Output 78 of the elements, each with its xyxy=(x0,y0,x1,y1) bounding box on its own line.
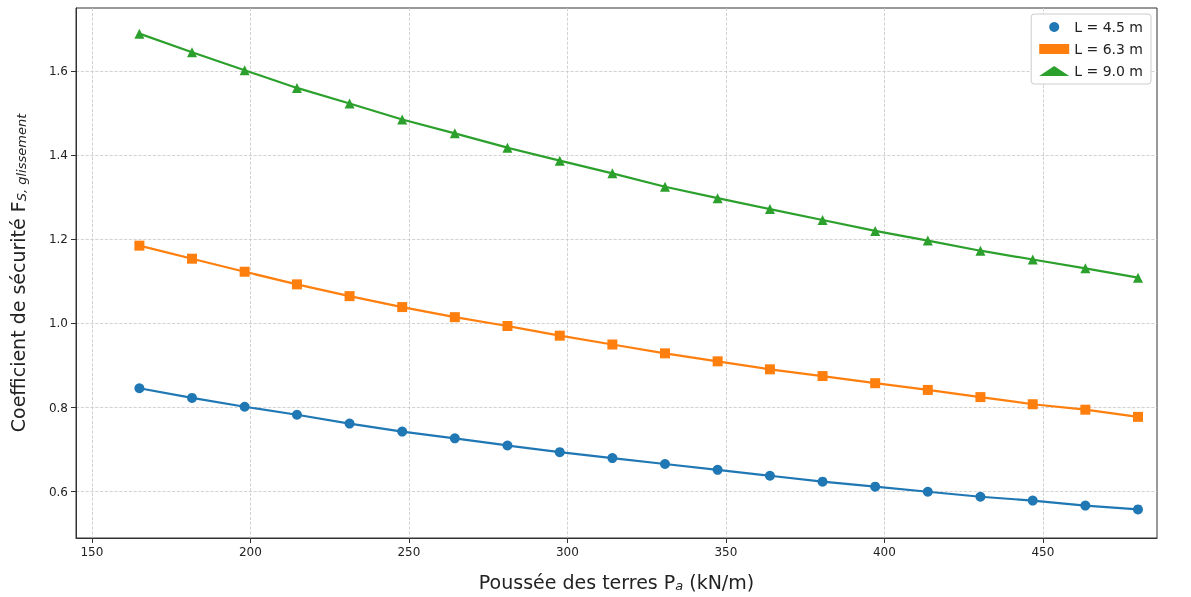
point xyxy=(134,28,145,39)
point xyxy=(502,142,513,153)
point xyxy=(1132,504,1143,515)
point xyxy=(764,364,775,375)
x-tick-label: 300 xyxy=(555,545,579,559)
y-tick-label: 1.4 xyxy=(48,148,68,163)
point xyxy=(449,433,460,444)
x-tick-label: 350 xyxy=(714,545,738,559)
x-tick-label: 150 xyxy=(80,545,104,559)
point xyxy=(712,356,723,367)
point xyxy=(1132,411,1143,422)
point xyxy=(134,240,145,251)
legend-label: L = 9.0 m xyxy=(1074,63,1144,79)
point xyxy=(1080,263,1091,274)
point xyxy=(712,193,723,204)
point xyxy=(554,155,565,166)
x-tick-label: 200 xyxy=(238,545,262,559)
point xyxy=(607,168,618,179)
point xyxy=(1080,404,1091,415)
point xyxy=(397,426,408,437)
point xyxy=(187,253,198,264)
point xyxy=(291,82,302,93)
y-tick-label: 1.6 xyxy=(48,64,68,79)
point xyxy=(870,225,881,236)
point xyxy=(870,378,881,389)
y-axis-title: Coefficient de sécurité FS, glissement xyxy=(6,112,29,433)
point xyxy=(712,464,723,475)
point xyxy=(239,65,250,76)
point xyxy=(502,440,513,451)
x-axis-title: Poussée des terres Pa (kN/m) xyxy=(478,570,755,593)
point xyxy=(870,481,881,492)
point xyxy=(1080,500,1091,511)
point xyxy=(607,339,618,350)
point xyxy=(817,476,828,487)
point xyxy=(344,98,355,109)
point xyxy=(764,470,775,481)
point xyxy=(344,418,355,429)
point xyxy=(449,312,460,323)
point xyxy=(975,491,986,502)
point xyxy=(817,215,828,225)
point xyxy=(660,458,670,469)
point xyxy=(660,348,670,359)
point xyxy=(764,204,775,215)
point xyxy=(1132,272,1143,283)
point xyxy=(975,245,986,256)
point xyxy=(344,291,355,302)
point xyxy=(187,47,198,58)
x-tick-label: 400 xyxy=(872,545,896,559)
point xyxy=(502,321,513,331)
point xyxy=(817,371,828,382)
point xyxy=(975,392,986,403)
y-tick-label: 1.0 xyxy=(48,316,68,331)
point xyxy=(449,128,460,139)
point xyxy=(607,453,618,464)
point xyxy=(554,447,565,458)
point xyxy=(291,279,302,290)
point xyxy=(397,114,408,125)
point xyxy=(922,235,933,246)
point xyxy=(554,330,565,341)
legend-label: L = 6.3 m xyxy=(1074,41,1144,57)
y-tick-label: 0.8 xyxy=(48,400,68,415)
point xyxy=(1027,254,1038,265)
point xyxy=(291,409,302,420)
point xyxy=(239,266,250,277)
point xyxy=(1027,495,1038,506)
point xyxy=(1027,399,1038,410)
point xyxy=(134,383,145,394)
point xyxy=(660,181,670,192)
y-tick-label: 0.6 xyxy=(48,484,68,499)
x-tick-label: 250 xyxy=(397,545,421,559)
y-tick-label: 1.2 xyxy=(48,232,68,247)
point xyxy=(187,392,198,403)
point xyxy=(922,384,933,395)
x-tick-label: 450 xyxy=(1031,545,1055,559)
point xyxy=(397,302,408,313)
point xyxy=(239,401,250,412)
point xyxy=(922,486,933,497)
legend-label: L = 4.5 m xyxy=(1074,19,1144,35)
